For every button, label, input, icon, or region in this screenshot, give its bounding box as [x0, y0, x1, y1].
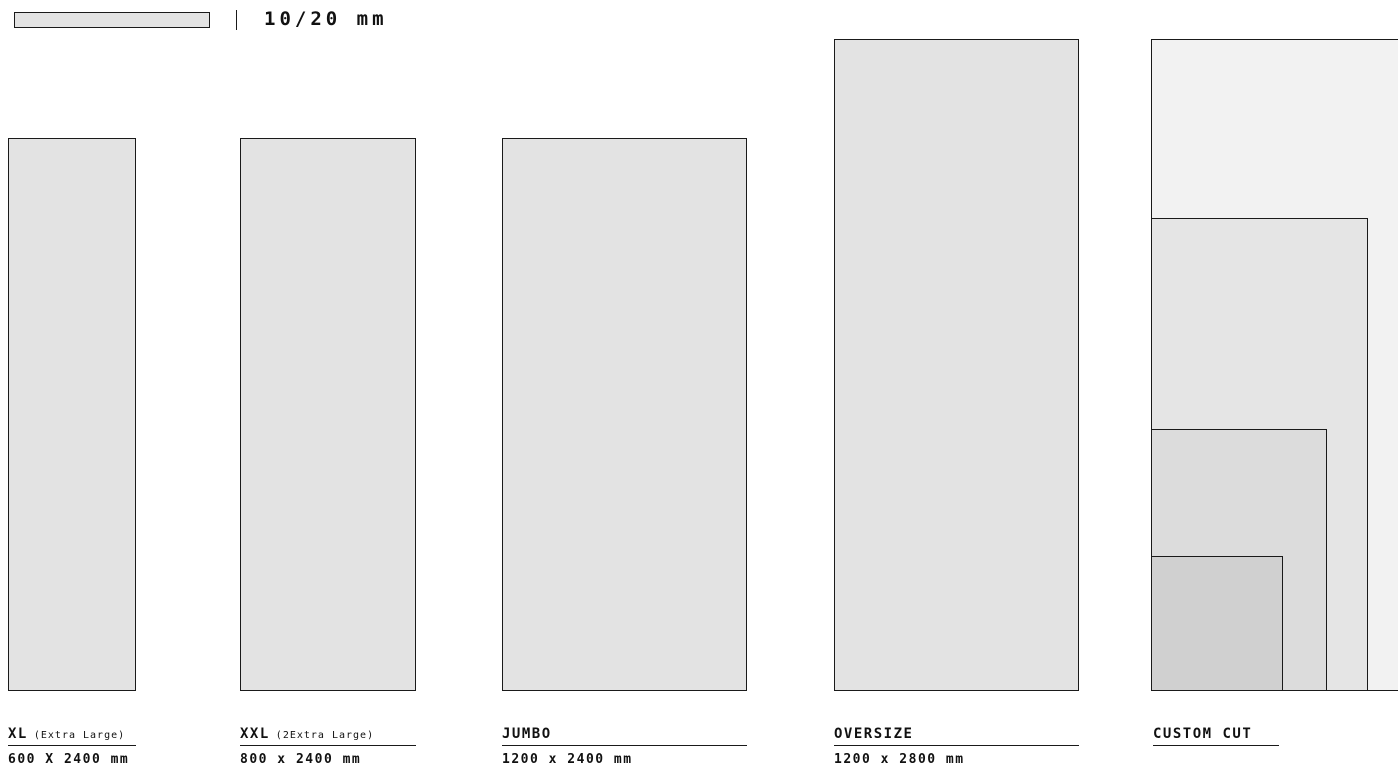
- format-name-custom-cut: CUSTOM CUT: [1153, 726, 1279, 746]
- format-name-xxl-text: XXL: [240, 726, 270, 742]
- slab-xl[interactable]: [8, 138, 136, 691]
- format-dims-oversize: 1200 x 2800 mm: [834, 752, 965, 767]
- thickness-divider: [236, 10, 237, 30]
- format-dims-xxl: 800 x 2400 mm: [240, 752, 362, 767]
- format-subtitle-xl: (Extra Large): [33, 730, 126, 741]
- thickness-label: 10/20 mm: [264, 8, 388, 30]
- format-name-jumbo: JUMBO: [502, 726, 747, 746]
- slab-xxl[interactable]: [240, 138, 416, 691]
- slab-oversize[interactable]: [834, 39, 1079, 691]
- format-name-xxl: XXL (2Extra Large): [240, 726, 416, 746]
- format-name-xl-text: XL: [8, 726, 28, 742]
- format-name-oversize: OVERSIZE: [834, 726, 1079, 746]
- custom-cut-size-small: [1151, 556, 1283, 691]
- slab-jumbo[interactable]: [502, 138, 747, 691]
- format-name-custom-cut-text: CUSTOM CUT: [1153, 726, 1253, 742]
- format-dims-xl: 600 X 2400 mm: [8, 752, 130, 767]
- format-name-oversize-text: OVERSIZE: [834, 726, 914, 742]
- format-name-xl: XL (Extra Large): [8, 726, 136, 746]
- thickness-bar: [14, 12, 210, 28]
- format-subtitle-xxl: (2Extra Large): [275, 730, 375, 741]
- custom-cut-baseline: [1151, 690, 1398, 691]
- format-name-jumbo-text: JUMBO: [502, 726, 552, 742]
- format-dims-jumbo: 1200 x 2400 mm: [502, 752, 633, 767]
